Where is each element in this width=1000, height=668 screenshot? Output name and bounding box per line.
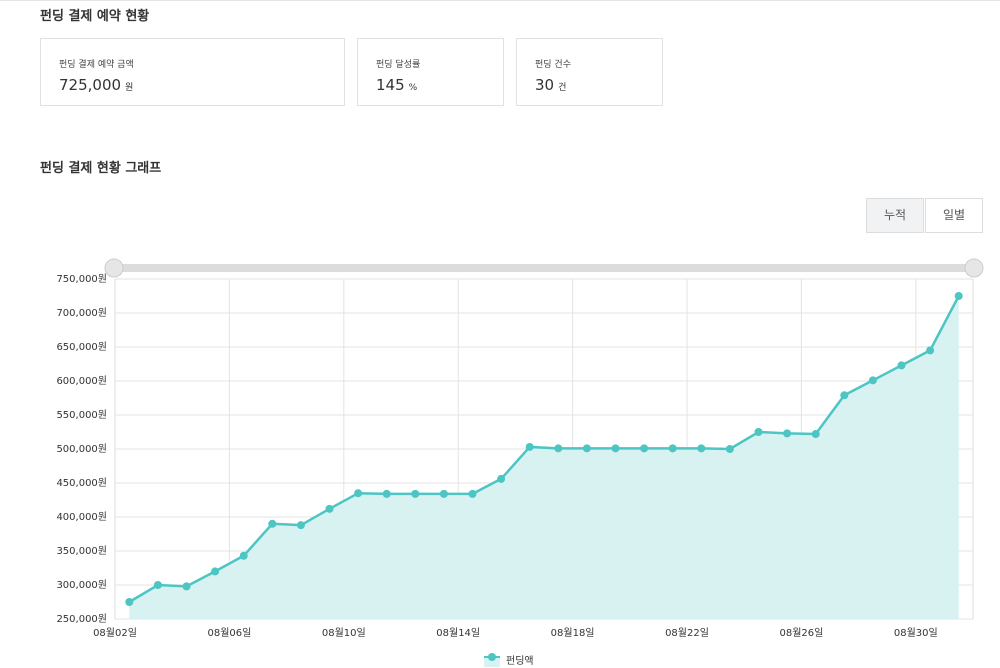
legend-label: 펀딩액 xyxy=(506,655,534,667)
graph-title: 펀딩 결제 현황 그래프 xyxy=(40,161,162,176)
stat-value: 30 건 xyxy=(535,76,566,94)
point xyxy=(554,444,563,453)
point xyxy=(868,376,877,385)
point xyxy=(382,489,391,498)
point xyxy=(211,567,220,576)
point xyxy=(468,489,477,498)
point xyxy=(439,489,448,498)
range-slider-handle[interactable] xyxy=(104,258,124,278)
x-tick-label: 08월06일 xyxy=(207,627,251,639)
section-title: 펀딩 결제 예약 현황 xyxy=(40,9,150,24)
x-tick-label: 08월10일 xyxy=(322,627,366,639)
point xyxy=(582,444,591,453)
y-tick-label: 350,000원 xyxy=(56,545,107,557)
point xyxy=(497,474,506,483)
stat-card: 펀딩 달성률 145% xyxy=(357,38,504,106)
point xyxy=(525,442,534,451)
y-tick-label: 650,000원 xyxy=(56,341,107,353)
y-tick-label: 500,000원 xyxy=(56,443,107,455)
plot: 250,000원 300,000원 350,000원 400,000원 450,000원… xyxy=(56,273,974,667)
stat-number: 725,000 xyxy=(59,76,122,94)
toggle-cumulative[interactable]: 누적 xyxy=(866,198,924,233)
point xyxy=(325,504,334,513)
stat-card: 펀딩 결제 예약 금액 725,000 원 xyxy=(40,38,345,106)
point xyxy=(268,519,277,528)
stat-card: 펀딩 건수 30 건 xyxy=(516,38,663,106)
point xyxy=(926,346,935,355)
y-tick-label: 450,000원 xyxy=(56,477,107,489)
point xyxy=(697,444,706,453)
legend-swatch xyxy=(484,657,500,667)
point xyxy=(811,430,820,439)
stat-unit: 건 xyxy=(558,83,567,93)
line xyxy=(128,295,960,604)
x-tick-label: 08월14일 xyxy=(436,627,480,639)
stat-label: 펀딩 건수 xyxy=(535,60,571,70)
x-tick-label: 08월22일 xyxy=(665,627,709,639)
range-slider-track[interactable] xyxy=(113,264,975,272)
y-tick-label: 300,000원 xyxy=(56,579,107,591)
stat-number: 145 xyxy=(376,76,405,94)
point xyxy=(354,489,363,498)
y-tick-label: 400,000원 xyxy=(56,511,107,523)
legend-point xyxy=(488,653,496,661)
y-tick-label: 250,000원 xyxy=(56,613,107,625)
point xyxy=(411,489,420,498)
stat-value: 725,000 원 xyxy=(59,76,133,94)
point xyxy=(954,292,963,300)
point xyxy=(897,361,906,370)
stat-value: 145% xyxy=(376,76,417,94)
point xyxy=(239,551,248,560)
area xyxy=(129,296,959,619)
point xyxy=(668,444,677,453)
x-tick-label: 08월18일 xyxy=(551,627,595,639)
stat-unit: % xyxy=(408,83,418,93)
top-rule xyxy=(0,0,1000,1)
stat-number: 30 xyxy=(535,76,555,94)
x-tick-label: 08월02일 xyxy=(93,627,137,639)
x-tick-label: 08월26일 xyxy=(779,627,823,639)
y-tick-label: 550,000원 xyxy=(56,409,107,421)
x-tick-label: 08월30일 xyxy=(894,627,938,639)
point xyxy=(783,429,792,438)
y-tick-label: 750,000원 xyxy=(56,273,107,285)
stat-label: 펀딩 결제 예약 금액 xyxy=(59,60,134,70)
point xyxy=(296,521,305,530)
toggle-daily[interactable]: 일별 xyxy=(925,198,983,233)
point xyxy=(153,581,162,589)
point xyxy=(611,444,620,453)
stat-unit: 원 xyxy=(125,83,134,93)
range-slider-handle[interactable] xyxy=(964,258,984,278)
y-tick-label: 700,000원 xyxy=(56,307,107,319)
point xyxy=(754,428,763,436)
point xyxy=(725,445,734,453)
point xyxy=(125,598,134,606)
point xyxy=(640,444,649,453)
y-tick-label: 600,000원 xyxy=(56,375,107,387)
stat-label: 펀딩 달성률 xyxy=(376,60,421,70)
point xyxy=(840,391,849,400)
point xyxy=(182,582,191,591)
